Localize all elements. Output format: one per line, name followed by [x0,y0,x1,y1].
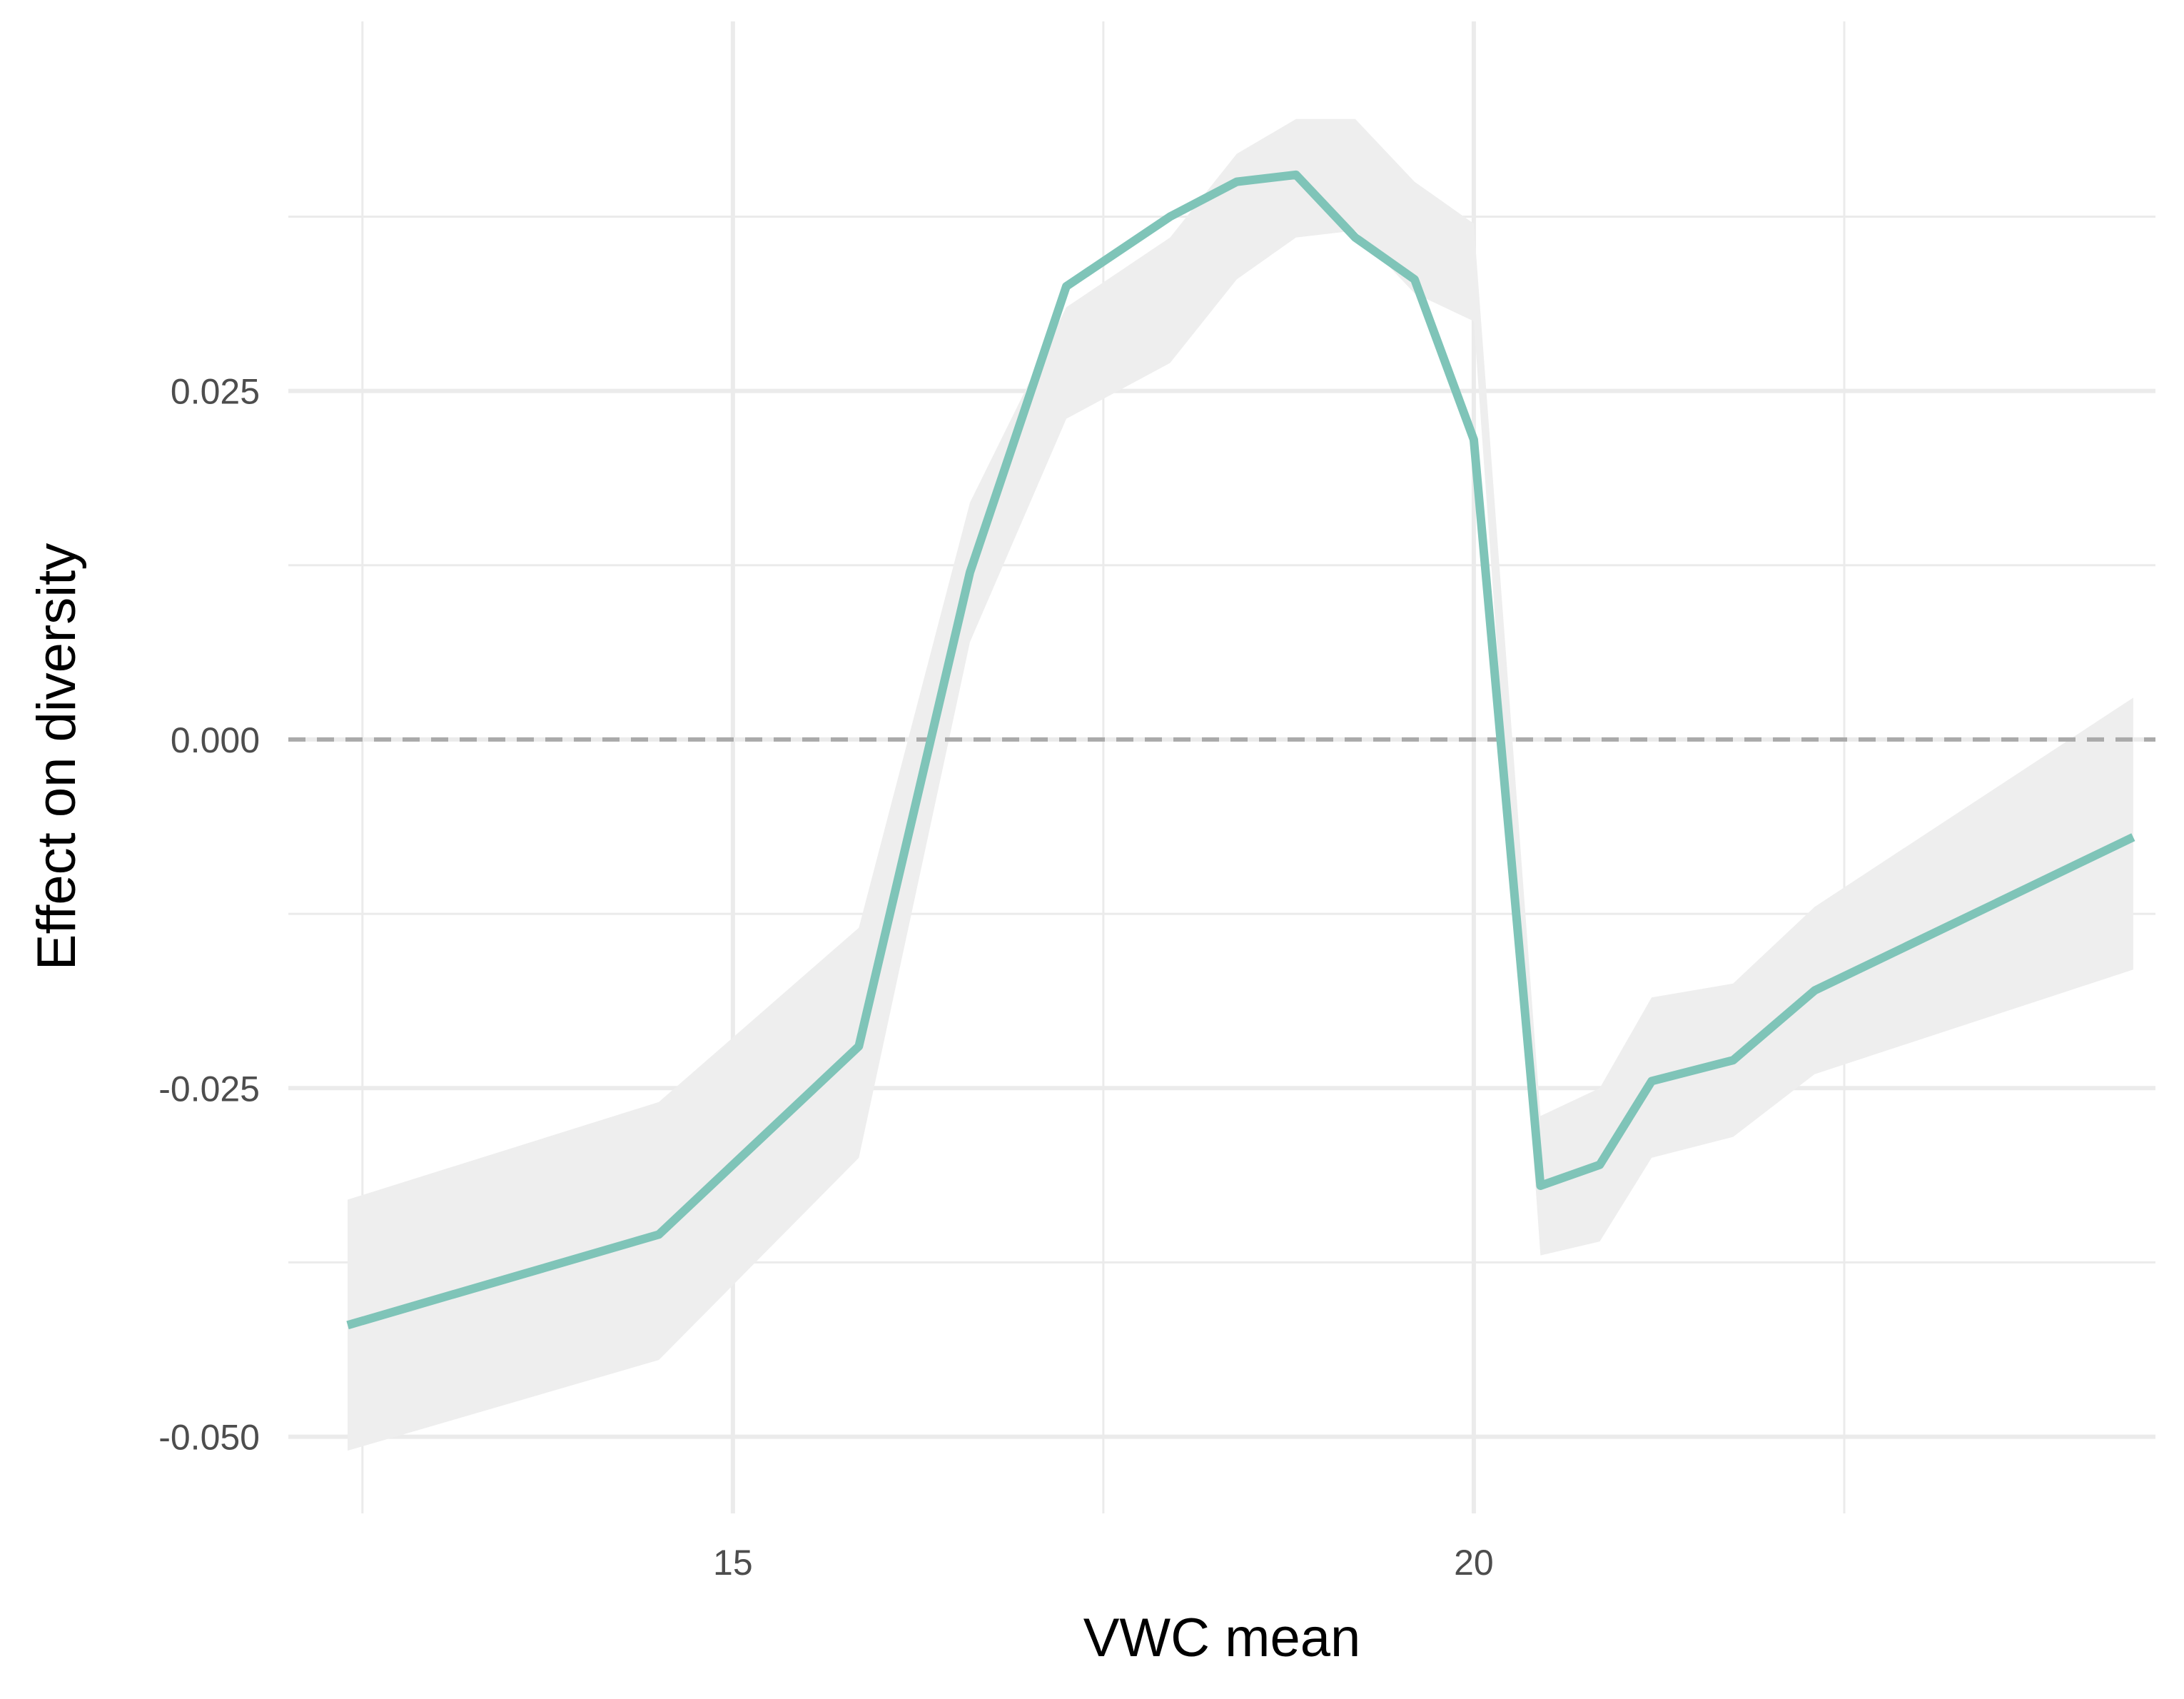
y-axis-title: Effect on diversity [26,543,87,970]
y-tick-label: -0.050 [158,1418,260,1458]
confidence-ribbon [348,119,2133,1451]
x-tick-label: 15 [713,1543,753,1583]
y-tick-labels: -0.050 -0.025 0.000 0.025 [158,372,260,1458]
confidence-band [348,119,2133,1451]
y-tick-label: -0.025 [158,1069,260,1109]
x-tick-labels: 15 20 [713,1543,1494,1583]
effect-series [346,170,2135,1330]
effect-line [346,170,2135,1330]
y-tick-label: 0.025 [171,372,260,412]
x-axis-title: VWC mean [1083,1608,1361,1668]
x-tick-label: 20 [1454,1543,1494,1583]
y-tick-label: 0.000 [171,720,260,760]
